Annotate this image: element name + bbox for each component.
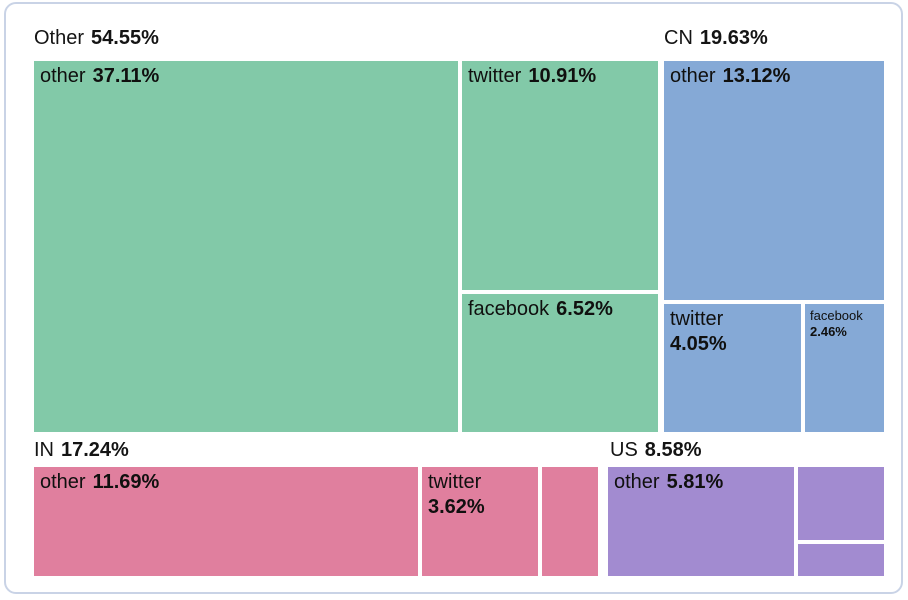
treemap-cell-in-twitter[interactable]: twitter 3.62% bbox=[422, 467, 538, 576]
group-value: 17.24% bbox=[61, 439, 129, 461]
group-header-cn: CN 19.63% bbox=[664, 26, 768, 50]
cell-value: 2.46% bbox=[810, 324, 847, 339]
group-value: 54.55% bbox=[91, 27, 159, 49]
cell-value: 13.12% bbox=[722, 65, 791, 87]
cell-name: other bbox=[40, 471, 86, 493]
cell-value: 10.91% bbox=[528, 65, 597, 87]
cell-value: 4.05% bbox=[670, 333, 727, 355]
treemap-cell-in-unlabeled[interactable] bbox=[542, 467, 598, 576]
group-header-us: US 8.58% bbox=[610, 438, 702, 462]
cell-label: facebook 6.52% bbox=[462, 294, 658, 325]
cell-value: 11.69% bbox=[92, 471, 160, 493]
cell-label: other 13.12% bbox=[664, 61, 884, 92]
referrer-treemap: Other 54.55% CN 19.63% IN 17.24% US 8.58% ot… bbox=[6, 4, 901, 592]
treemap-cell-cn-facebook[interactable]: facebook 2.46% bbox=[805, 304, 884, 432]
cell-value: 3.62% bbox=[428, 496, 485, 518]
group-name: Other bbox=[34, 27, 85, 49]
cell-value: 37.11% bbox=[92, 65, 160, 87]
cell-label: facebook 2.46% bbox=[805, 304, 884, 344]
cell-name: other bbox=[670, 65, 716, 87]
cell-value: 5.81% bbox=[666, 471, 724, 493]
cell-name: facebook bbox=[468, 298, 550, 320]
group-header-other: Other 54.55% bbox=[34, 26, 159, 50]
group-header-in: IN 17.24% bbox=[34, 438, 129, 462]
group-name: CN bbox=[664, 27, 693, 49]
treemap-cell-other-other[interactable]: other 37.11% bbox=[34, 61, 458, 432]
cell-name: twitter bbox=[428, 471, 482, 493]
group-value: 8.58% bbox=[644, 439, 702, 461]
cell-name: facebook bbox=[810, 308, 863, 323]
treemap-cell-us-other[interactable]: other 5.81% bbox=[608, 467, 794, 576]
cell-label: twitter 4.05% bbox=[664, 304, 801, 360]
group-value: 19.63% bbox=[699, 27, 768, 49]
cell-name: other bbox=[614, 471, 660, 493]
cell-label: other 11.69% bbox=[34, 467, 418, 498]
cell-name: other bbox=[40, 65, 86, 87]
cell-name: twitter bbox=[670, 308, 724, 330]
group-name: IN bbox=[34, 439, 54, 461]
cell-label: other 37.11% bbox=[34, 61, 458, 92]
treemap-cell-other-facebook[interactable]: facebook 6.52% bbox=[462, 294, 658, 432]
cell-name: twitter bbox=[468, 65, 522, 87]
treemap-cell-us-unlabeled-top[interactable] bbox=[798, 467, 884, 540]
treemap-cell-other-twitter[interactable]: twitter 10.91% bbox=[462, 61, 658, 290]
cell-label: other 5.81% bbox=[608, 467, 794, 498]
group-name: US bbox=[610, 439, 638, 461]
treemap-cell-us-unlabeled-bottom[interactable] bbox=[798, 544, 884, 576]
treemap-cell-in-other[interactable]: other 11.69% bbox=[34, 467, 418, 576]
cell-label: twitter 10.91% bbox=[462, 61, 658, 92]
chart-card: Other 54.55% CN 19.63% IN 17.24% US 8.58% ot… bbox=[4, 2, 903, 594]
cell-value: 6.52% bbox=[556, 298, 613, 320]
treemap-cell-cn-other[interactable]: other 13.12% bbox=[664, 61, 884, 300]
cell-label: twitter 3.62% bbox=[422, 467, 538, 523]
treemap-cell-cn-twitter[interactable]: twitter 4.05% bbox=[664, 304, 801, 432]
